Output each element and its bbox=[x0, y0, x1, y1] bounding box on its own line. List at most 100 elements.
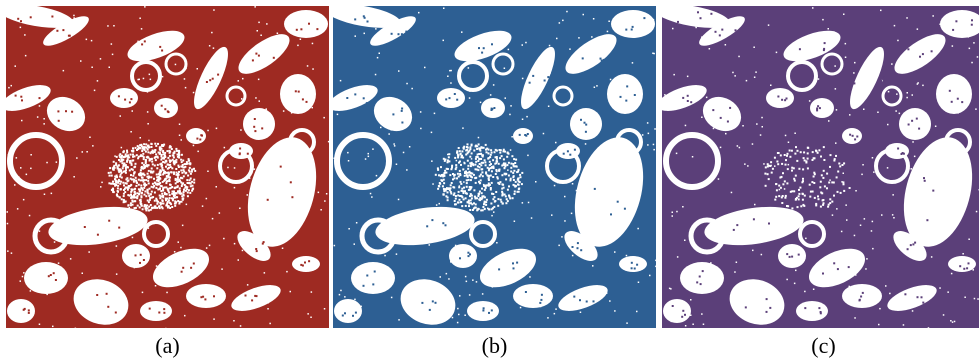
object-region bbox=[284, 10, 328, 38]
segmented-objects bbox=[662, 6, 979, 325]
object-region bbox=[936, 74, 972, 114]
object-region bbox=[292, 256, 320, 272]
ring-object bbox=[288, 128, 316, 156]
object-region bbox=[940, 10, 979, 38]
ring-object bbox=[552, 85, 574, 107]
object-region bbox=[48, 206, 148, 246]
ring-object bbox=[881, 85, 903, 107]
ring-object bbox=[218, 148, 254, 184]
object-region bbox=[7, 299, 35, 323]
ring-object bbox=[545, 148, 581, 184]
caption-a: (a) bbox=[155, 333, 180, 358]
ring-object bbox=[688, 217, 726, 255]
object-region bbox=[574, 137, 644, 247]
speckle-region bbox=[434, 143, 524, 212]
object-region bbox=[521, 46, 555, 110]
ring-object bbox=[334, 132, 392, 190]
object-region bbox=[808, 248, 866, 288]
object-region bbox=[663, 299, 691, 323]
object-region bbox=[375, 206, 475, 246]
object-region bbox=[662, 6, 730, 28]
object-region bbox=[850, 46, 884, 110]
ring-object bbox=[7, 132, 65, 190]
object-region bbox=[903, 137, 973, 247]
ring-object bbox=[359, 217, 397, 255]
object-holes bbox=[14, 15, 319, 314]
object-region bbox=[186, 284, 226, 308]
ring-object bbox=[469, 220, 497, 248]
object-region bbox=[704, 206, 804, 246]
ring-object bbox=[874, 148, 910, 184]
object-region bbox=[783, 30, 841, 62]
object-region bbox=[437, 88, 465, 108]
segmentation-map-b bbox=[333, 6, 656, 328]
ring-object bbox=[164, 52, 188, 76]
object-region bbox=[611, 10, 655, 38]
object-region bbox=[729, 279, 785, 325]
object-region bbox=[513, 128, 533, 144]
object-region bbox=[619, 256, 647, 272]
object-region bbox=[607, 74, 643, 114]
object-region bbox=[110, 88, 138, 108]
caption-c: (c) bbox=[811, 333, 836, 358]
segmentation-panel-b bbox=[333, 6, 656, 328]
object-region bbox=[237, 231, 271, 261]
segmentation-panel-a bbox=[6, 6, 329, 328]
object-region bbox=[370, 16, 416, 46]
object-region bbox=[46, 96, 86, 132]
object-region bbox=[680, 262, 724, 294]
object-region bbox=[702, 96, 742, 132]
object-region bbox=[247, 137, 317, 247]
object-region bbox=[24, 262, 68, 294]
object-region bbox=[43, 16, 89, 46]
object-region bbox=[152, 248, 210, 288]
ring-object bbox=[786, 60, 818, 92]
object-region bbox=[154, 98, 178, 118]
ring-object bbox=[944, 128, 972, 156]
ring-object bbox=[142, 220, 170, 248]
object-region bbox=[449, 244, 477, 268]
object-region bbox=[796, 301, 828, 321]
object-region bbox=[231, 285, 281, 311]
noise-speckle bbox=[664, 7, 979, 328]
object-region bbox=[513, 284, 553, 308]
noise-speckle bbox=[333, 7, 656, 324]
ring-object bbox=[130, 60, 162, 92]
ring-object bbox=[457, 60, 489, 92]
object-region bbox=[662, 85, 707, 111]
ring-object bbox=[820, 52, 844, 76]
object-region bbox=[887, 285, 937, 311]
ring-object bbox=[615, 128, 643, 156]
speckle-region bbox=[107, 142, 197, 212]
speckle-region bbox=[764, 146, 851, 210]
object-region bbox=[479, 248, 537, 288]
object-region bbox=[127, 30, 185, 62]
object-region bbox=[194, 46, 228, 110]
object-region bbox=[140, 301, 172, 321]
noise-speckle bbox=[6, 6, 329, 328]
object-region bbox=[6, 85, 51, 111]
object-region bbox=[454, 30, 512, 62]
object-holes bbox=[671, 11, 973, 318]
object-region bbox=[948, 256, 976, 272]
object-holes bbox=[341, 15, 646, 317]
segmentation-map-c bbox=[662, 6, 979, 328]
ring-object bbox=[32, 217, 70, 255]
ring-object bbox=[491, 52, 515, 76]
object-region bbox=[73, 279, 129, 325]
ring-object bbox=[798, 220, 826, 248]
segmentation-map-a bbox=[6, 6, 329, 328]
object-region bbox=[334, 299, 362, 323]
object-region bbox=[6, 6, 74, 28]
object-region bbox=[400, 279, 456, 325]
object-region bbox=[481, 98, 505, 118]
object-region bbox=[351, 262, 395, 294]
object-region bbox=[565, 34, 617, 74]
object-region bbox=[333, 85, 378, 111]
object-region bbox=[564, 231, 598, 261]
object-region bbox=[766, 88, 794, 108]
object-region bbox=[558, 285, 608, 311]
object-region bbox=[894, 34, 946, 74]
object-region bbox=[238, 34, 290, 74]
